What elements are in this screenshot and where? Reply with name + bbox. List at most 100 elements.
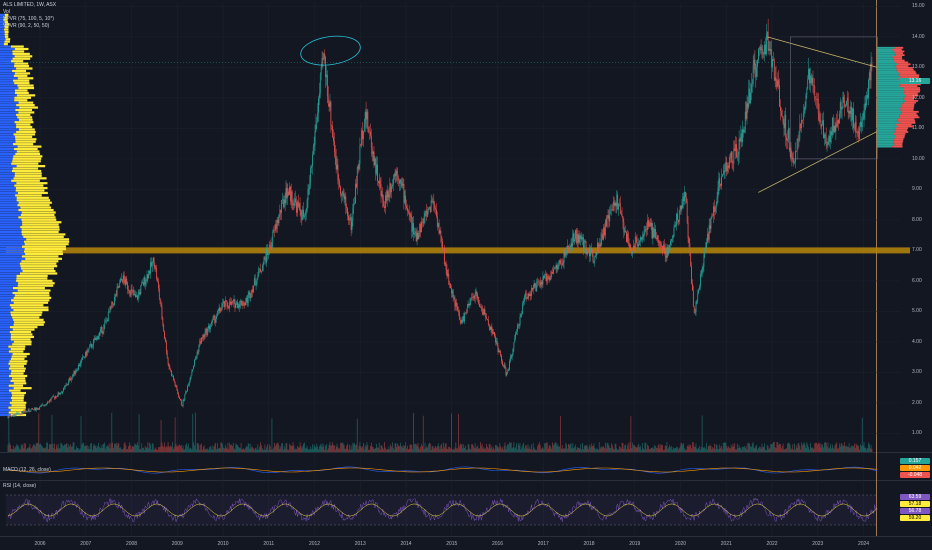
volume-bar <box>692 442 694 452</box>
candle-body <box>619 203 621 214</box>
volume-bar <box>255 447 257 452</box>
candle-body <box>238 304 239 308</box>
volume-bar <box>713 448 714 452</box>
vpvr-bar-total <box>0 35 5 38</box>
vpvr-right-down <box>897 63 911 66</box>
volume-bar <box>99 447 100 452</box>
volume-bar <box>554 442 556 452</box>
vpvr-bar-total <box>0 208 19 212</box>
candle-body <box>634 237 636 249</box>
candle-body <box>177 390 179 394</box>
x-tick-label: 2022 <box>766 541 778 547</box>
candle-body <box>721 176 722 186</box>
vpvr-bar-total <box>0 362 9 365</box>
candle-body <box>112 301 114 305</box>
vpvr-right-down <box>904 96 915 99</box>
candle-body <box>450 288 452 294</box>
candle-body <box>259 268 260 270</box>
volume-bar <box>21 445 23 452</box>
candle-body <box>64 385 66 388</box>
candle-body <box>275 224 277 229</box>
volume-bar <box>311 448 312 452</box>
candle-body <box>508 369 509 372</box>
volume-bar <box>691 448 692 452</box>
candle-body <box>396 170 398 174</box>
candle-body <box>129 292 131 296</box>
vpvr-bar-total <box>0 328 13 331</box>
volume-bar <box>798 443 800 452</box>
volume-bar <box>425 447 427 452</box>
candle-body <box>156 267 158 280</box>
vpvr-right-up <box>877 118 898 121</box>
candle-body <box>796 138 798 152</box>
vpvr-right-down <box>895 54 905 56</box>
volume-bar <box>870 445 872 452</box>
volume-bar <box>312 449 314 452</box>
vpvr-bar-period <box>14 99 28 102</box>
candle-body <box>844 100 846 107</box>
vpvr-bar-total <box>0 194 16 197</box>
volume-bar <box>676 446 678 452</box>
candle-body <box>462 316 464 320</box>
volume-bar <box>587 446 589 452</box>
volume-bar <box>794 443 795 452</box>
vpvr-bar-period <box>14 121 34 124</box>
volume-bar <box>409 444 411 452</box>
volume-bar <box>502 447 503 452</box>
volume-bar <box>743 446 744 452</box>
volume-bar <box>765 449 766 452</box>
vpvr-right-down <box>894 136 905 139</box>
candle-body <box>107 311 109 322</box>
x-tick-label: 2007 <box>80 541 92 547</box>
volume-bar <box>260 445 262 452</box>
candle-body <box>136 295 137 298</box>
candle-body <box>262 264 264 271</box>
candle-body <box>640 237 641 241</box>
volume-bar <box>538 442 540 452</box>
candle-body <box>743 130 745 133</box>
volume-bar <box>523 442 524 452</box>
volume-bar <box>276 443 278 452</box>
vpvr-bar-period <box>17 284 54 287</box>
vpvr-right-up <box>877 143 895 146</box>
volume-bar <box>72 442 74 452</box>
vpvr-bar-period <box>10 335 35 339</box>
candle-body <box>84 351 86 358</box>
candle-body <box>466 307 468 314</box>
vpvr-bar-period <box>21 230 59 234</box>
candle-body <box>194 359 195 366</box>
candle-body <box>810 75 812 83</box>
candle-body <box>326 74 327 78</box>
candle-body <box>537 281 539 283</box>
volume-bar <box>244 449 246 452</box>
y-tick-label: 10.00 <box>912 155 925 162</box>
support-band <box>6 247 910 254</box>
candle-body <box>670 239 672 242</box>
volume-bar <box>626 449 627 452</box>
candle-body <box>30 409 32 412</box>
volume-bar <box>549 444 551 452</box>
volume-bar <box>667 449 669 452</box>
y-tick-label: 6.00 <box>912 277 922 284</box>
volume-bar <box>841 443 843 452</box>
volume-bar <box>77 448 79 452</box>
volume-bar <box>577 447 579 452</box>
candle-body <box>535 286 537 292</box>
volume-bar <box>552 442 553 452</box>
volume-bar <box>799 445 801 452</box>
volume-bar <box>599 448 601 452</box>
candle-body <box>411 217 413 232</box>
volume-bar <box>750 446 751 452</box>
volume-bar <box>22 443 24 452</box>
volume-bar <box>478 448 480 452</box>
volume-bar <box>421 443 422 452</box>
vpvr-bar-total <box>0 287 14 290</box>
candle-body <box>788 128 790 151</box>
volume-bar <box>36 443 38 452</box>
vpvr-bar-total <box>0 189 16 192</box>
volume-bar <box>849 448 851 452</box>
candle-body <box>497 345 499 353</box>
candle-body <box>773 60 775 81</box>
vpvr-bar-total <box>0 226 21 229</box>
